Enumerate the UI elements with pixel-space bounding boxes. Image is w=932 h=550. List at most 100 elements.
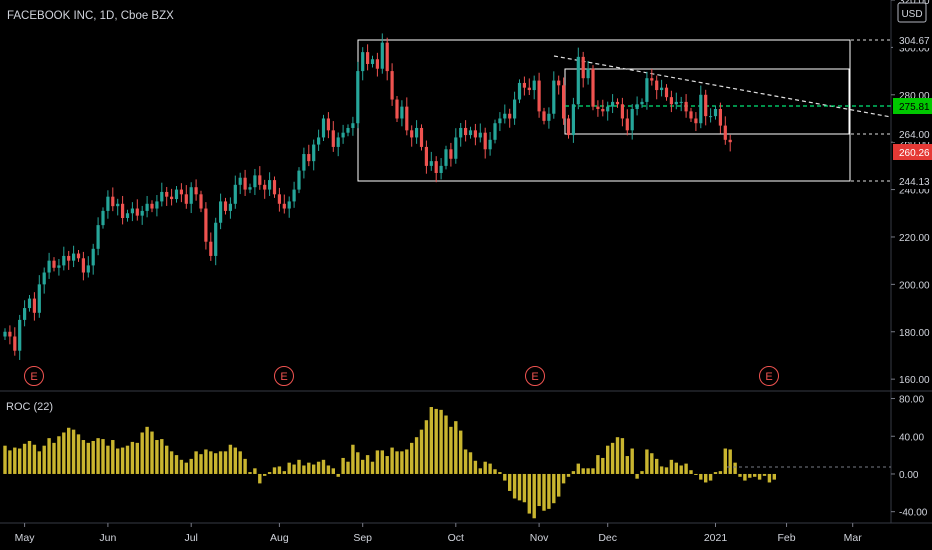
- price-tag-304[interactable]: 304.67: [893, 32, 932, 48]
- price-tag-264[interactable]: 264.00: [893, 126, 932, 142]
- candle: [3, 328, 7, 341]
- roc-bar: [640, 471, 644, 474]
- roc-bar: [356, 452, 360, 474]
- roc-bar: [679, 465, 683, 474]
- roc-bar: [547, 473, 551, 509]
- descending-trendline[interactable]: [553, 55, 892, 118]
- candle-body: [498, 118, 502, 124]
- earnings-marker[interactable]: E: [759, 366, 779, 386]
- roc-bar: [62, 432, 66, 474]
- roc-bar: [292, 464, 296, 474]
- roc-bar: [606, 445, 610, 474]
- time-axis-label: Oct: [448, 532, 464, 544]
- roc-bar: [272, 467, 277, 474]
- candle-body: [160, 191, 164, 202]
- roc-bar: [140, 432, 144, 474]
- candle-body: [503, 113, 507, 119]
- candle-body: [27, 298, 32, 309]
- candle: [625, 109, 629, 136]
- roc-axis[interactable]: 80.00 40.00 0.00 -40.00: [891, 395, 928, 519]
- candle-body: [223, 201, 228, 211]
- roc-bar: [635, 473, 639, 479]
- roc-bar: [772, 473, 776, 480]
- candle: [214, 217, 218, 266]
- candle-body: [415, 127, 419, 138]
- roc-bar: [57, 436, 61, 474]
- candle: [96, 217, 100, 256]
- candle: [32, 292, 36, 321]
- candle: [135, 199, 139, 221]
- candle-body: [282, 203, 286, 209]
- roc-bar: [287, 462, 291, 474]
- candle: [253, 168, 257, 196]
- candle-body: [557, 80, 561, 86]
- candle: [307, 144, 311, 167]
- candle: [52, 257, 56, 272]
- candle: [223, 197, 228, 215]
- price-tag-275[interactable]: 275.81: [893, 98, 932, 114]
- price-axis-label: 180.00: [899, 328, 930, 339]
- candle-body: [292, 189, 296, 202]
- candle: [660, 79, 664, 97]
- earnings-marker[interactable]: E: [24, 366, 44, 386]
- price-axis-label: 160.00: [899, 375, 930, 386]
- candle-body: [522, 82, 526, 88]
- candle-body: [576, 56, 580, 105]
- candle-body: [664, 87, 669, 98]
- candle: [272, 176, 277, 198]
- candle-body: [439, 165, 443, 173]
- roc-bar: [645, 449, 649, 474]
- roc-bar: [101, 439, 105, 474]
- candle: [704, 89, 708, 126]
- price-axis-label: 300.00: [899, 43, 930, 54]
- candle-body: [405, 106, 409, 131]
- candle-body: [517, 82, 522, 100]
- candle: [728, 134, 732, 152]
- earnings-marker[interactable]: E: [525, 366, 545, 386]
- candle: [27, 295, 32, 312]
- roc-bar: [449, 426, 453, 474]
- candle-body: [243, 177, 247, 190]
- candle: [57, 259, 61, 276]
- candle-body: [709, 116, 713, 118]
- roc-bar: [498, 472, 502, 474]
- candle: [341, 124, 345, 144]
- candle-body: [723, 125, 727, 140]
- candle-body: [121, 203, 125, 219]
- candle: [395, 95, 399, 123]
- roc-bar: [218, 451, 223, 474]
- roc-bar: [743, 473, 747, 481]
- price-tag-244[interactable]: 244.13: [893, 173, 932, 189]
- roc-bar: [32, 444, 37, 474]
- candle-body: [434, 161, 438, 173]
- candle: [459, 122, 463, 147]
- candle: [326, 112, 330, 139]
- earnings-marker[interactable]: E: [274, 366, 294, 386]
- earnings-marker-label: E: [765, 371, 772, 383]
- candle-body: [23, 308, 27, 320]
- candle-body: [336, 137, 340, 147]
- candle: [292, 181, 296, 208]
- candle: [684, 94, 688, 118]
- candle-body: [312, 144, 316, 162]
- roc-bar: [532, 473, 536, 519]
- candle-body: [586, 68, 590, 79]
- price-tag-current[interactable]: 260.26: [893, 144, 932, 160]
- candle: [596, 100, 600, 117]
- roc-bar: [718, 471, 723, 474]
- time-axis[interactable]: May Jun Jul Aug Sep Oct Nov Dec 2021 Feb Mar: [15, 523, 863, 544]
- candle: [468, 126, 473, 139]
- roc-bar: [13, 447, 17, 474]
- candle-body: [395, 99, 399, 119]
- roc-bar: [179, 459, 184, 474]
- candle-body: [630, 109, 634, 131]
- roc-bar: [233, 447, 237, 474]
- currency-badge[interactable]: USD: [897, 2, 927, 23]
- candle-body: [57, 265, 61, 268]
- candle-body: [366, 52, 370, 64]
- candle: [611, 94, 615, 114]
- candle-body: [326, 118, 330, 131]
- roc-bar: [699, 473, 703, 480]
- candle: [67, 250, 71, 270]
- roc-bar: [708, 473, 713, 481]
